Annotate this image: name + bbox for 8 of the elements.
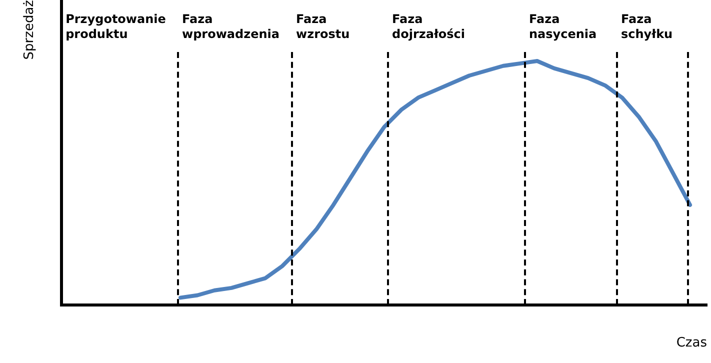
text: Faza schyłku: [621, 12, 673, 42]
y-axis-title: Sprzedaż: [22, 0, 38, 60]
text: Faza wzrostu: [296, 12, 350, 42]
text: Faza nasycenia: [529, 12, 597, 42]
x-axis-title: Czas: [676, 336, 708, 351]
text: Faza dojrzałości: [392, 12, 466, 42]
text: Przygotowanie produktu: [66, 12, 166, 42]
text: Faza wprowadzenia: [182, 12, 280, 42]
